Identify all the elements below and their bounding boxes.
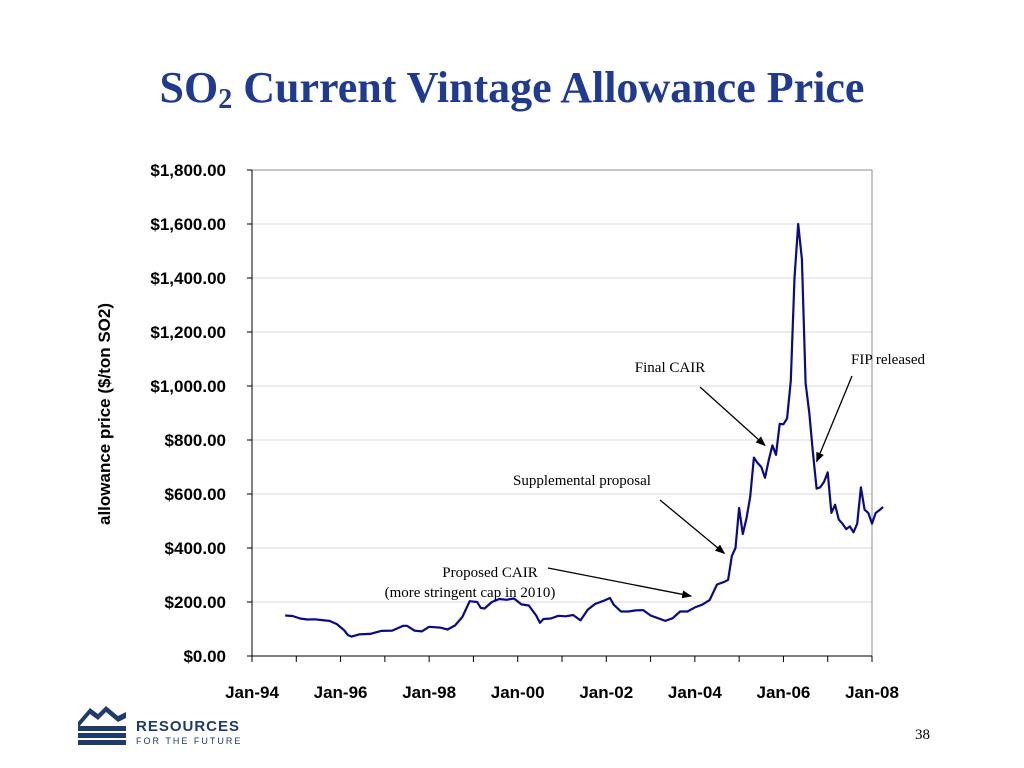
page-number: 38 <box>915 727 930 743</box>
annotation-proposed-text: Proposed CAIR <box>442 565 537 581</box>
annotations: Proposed CAIR (more stringent cap in 2010… <box>385 352 926 601</box>
rff-logo-icon <box>78 706 126 745</box>
annotation-fip-arrow <box>816 375 853 463</box>
annotation-final-text: Final CAIR <box>635 360 705 376</box>
x-tick-label: Jan-98 <box>402 683 456 700</box>
x-tick-label: Jan-96 <box>314 683 368 700</box>
y-tick-label: $1,600.00 <box>150 215 226 234</box>
title-subscript: 2 <box>218 84 233 115</box>
x-tick-label: Jan-04 <box>668 683 722 700</box>
y-tick-label: $1,000.00 <box>150 377 226 396</box>
y-tick-label: $200.00 <box>165 593 226 612</box>
logo-text-resources: RESOURCES <box>136 718 241 735</box>
x-tick-label: Jan-94 <box>225 683 279 700</box>
y-tick-label: $1,400.00 <box>150 269 226 288</box>
annotation-proposed-text: (more stringent cap in 2010) <box>385 585 556 601</box>
y-tick-label: $800.00 <box>165 431 226 450</box>
logo-text-future: FOR THE FUTURE <box>136 736 243 746</box>
annotation-supplemental-arrow <box>659 499 726 555</box>
title-rest: Current Vintage Allowance Price <box>232 63 865 112</box>
y-tick-label: $1,200.00 <box>150 323 226 342</box>
gridlines <box>252 169 872 603</box>
annotation-supplemental-text: Supplemental proposal <box>513 473 651 489</box>
plot-area <box>251 169 873 657</box>
x-tick-label: Jan-02 <box>579 683 633 700</box>
annotation-fip-text: FIP released <box>851 352 926 368</box>
rff-logo: RESOURCES FOR THE FUTURE <box>76 700 276 750</box>
y-tick-label: $0.00 <box>183 647 226 666</box>
tick-labels: $0.00 $200.00 $400.00 $600.00 $800.00 $1,000.… <box>150 161 899 700</box>
allowance-price-chart: $0.00 $200.00 $400.00 $600.00 $800.00 $1,000.… <box>95 161 926 700</box>
y-tick-label: $400.00 <box>165 539 226 558</box>
annotation-final-arrow <box>699 386 766 447</box>
title-so: SO <box>159 63 219 112</box>
x-tick-label: Jan-06 <box>756 683 810 700</box>
slide-title: SO2 Current Vintage Allowance Price <box>0 62 1024 116</box>
y-axis-label: allowance price ($/ton SO2) <box>95 303 114 525</box>
y-tick-label: $600.00 <box>165 485 226 504</box>
annotation-proposed-arrow <box>547 567 693 599</box>
x-tick-label: Jan-00 <box>491 683 545 700</box>
x-tick-label: Jan-08 <box>845 683 899 700</box>
y-tick-label: $1,800.00 <box>150 161 226 180</box>
series-line-allowance-price <box>285 222 884 638</box>
axes <box>247 169 873 662</box>
